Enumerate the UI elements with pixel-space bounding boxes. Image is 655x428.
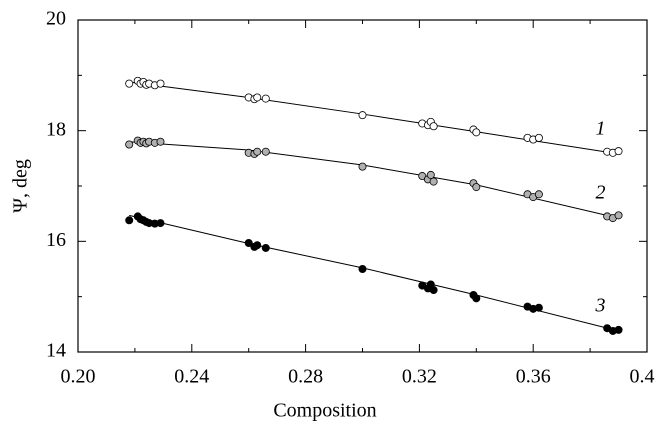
x-tick-label: 0.28	[288, 366, 323, 388]
data-point	[426, 170, 435, 179]
data-point	[614, 325, 623, 334]
data-point	[156, 79, 165, 88]
x-tick-label: 0.40	[630, 366, 655, 388]
data-point	[534, 133, 543, 142]
y-tick-label: 16	[46, 229, 66, 251]
data-point	[156, 137, 165, 146]
data-point	[429, 177, 438, 186]
data-point	[429, 286, 438, 295]
x-tick-label: 0.24	[174, 366, 209, 388]
data-point	[429, 122, 438, 131]
series-label: 2	[596, 182, 606, 204]
data-point	[261, 94, 270, 103]
data-point	[534, 190, 543, 199]
data-point	[472, 128, 481, 137]
data-point	[253, 147, 262, 156]
plot-frame	[77, 19, 648, 353]
data-point	[534, 303, 543, 312]
x-axis-label: Composition	[273, 400, 376, 422]
y-tick-label: 20	[46, 8, 66, 30]
x-tick-label: 0.20	[61, 366, 96, 388]
data-point	[253, 241, 262, 250]
data-point	[125, 79, 134, 88]
fit-line	[129, 81, 619, 155]
y-axis-label: Ψ, deg	[10, 159, 32, 213]
x-tick-label: 0.36	[516, 366, 551, 388]
x-tick-label: 0.32	[402, 366, 437, 388]
fit-line	[129, 214, 619, 332]
y-tick-label: 18	[46, 118, 66, 140]
data-point	[614, 211, 623, 220]
data-point	[358, 264, 367, 273]
data-point	[261, 147, 270, 156]
data-point	[244, 238, 253, 247]
data-point	[358, 111, 367, 120]
data-point	[125, 140, 134, 149]
fit-line	[129, 141, 619, 219]
data-point	[472, 183, 481, 192]
data-point	[261, 243, 270, 252]
data-point	[156, 219, 165, 228]
y-tick-label: 14	[46, 340, 66, 362]
data-point	[253, 93, 262, 102]
data-point	[358, 162, 367, 171]
data-point	[614, 147, 623, 156]
series-label: 3	[595, 295, 606, 317]
series-label: 1	[596, 118, 606, 140]
data-point	[472, 294, 481, 303]
data-point	[125, 216, 134, 225]
